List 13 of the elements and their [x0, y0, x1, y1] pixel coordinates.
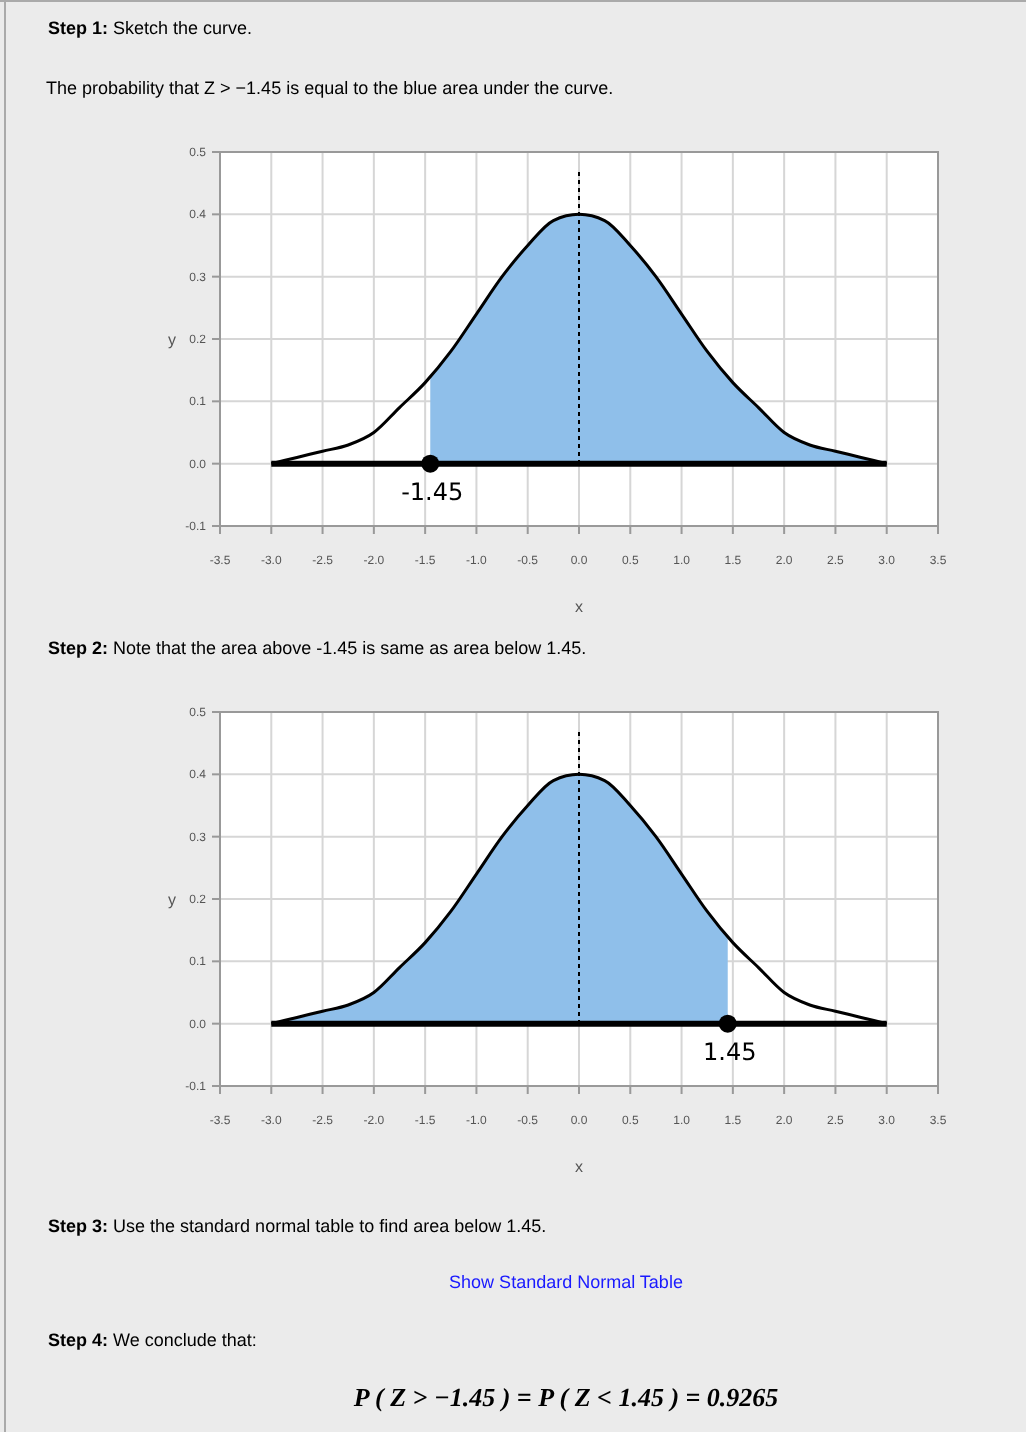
chart-title: Step 1: Sketch the curve. — [48, 18, 253, 38]
x-axis-title: x — [575, 1158, 583, 1176]
text: Show Standard Normal Table — [449, 1272, 683, 1292]
text: Step 3: Use the standard normal table to find area below 1.45. — [48, 1216, 547, 1236]
chart-title: Step 2: Note that the area above -1.45 is same as area below 1.45. — [48, 638, 587, 658]
annotation: 1.45 — [703, 1037, 757, 1066]
text: P ( Z > −1.45 ) = P ( Z < 1.45 ) = 0.9265 — [353, 1382, 780, 1412]
text: Step 4: We conclude that: — [48, 1330, 257, 1350]
y-axis-title: y — [168, 891, 176, 909]
annotation: -1.45 — [401, 477, 464, 506]
x-axis-title: x — [575, 598, 583, 616]
chart-subtitle: The probability that Z > −1.45 is equal to the blue area under the curve. — [46, 78, 614, 98]
y-axis-title: y — [168, 331, 176, 349]
